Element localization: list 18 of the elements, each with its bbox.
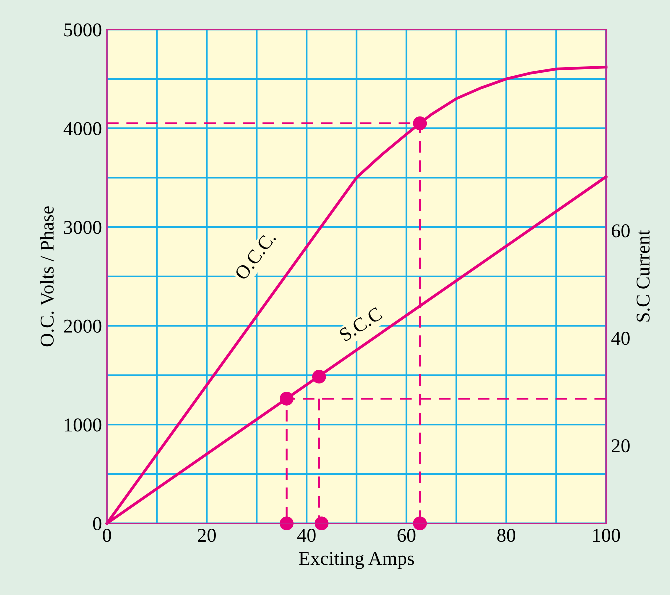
x-tick-label: 60: [398, 529, 416, 542]
x-tick-label: 80: [498, 529, 516, 542]
x-tick-label: 40: [298, 529, 316, 542]
x-axis-title: Exciting Amps: [299, 552, 414, 570]
y-tick-label: 1000: [65, 418, 102, 432]
y-axis-title: O.C. Volts / Phase: [40, 206, 54, 347]
y2-tick-label: 40: [612, 332, 630, 346]
y-tick-label: 2000: [64, 320, 102, 333]
x-tick-label: 100: [593, 529, 620, 542]
y-tick-label: 5000: [64, 24, 102, 37]
x-tick-label: 20: [198, 529, 216, 542]
x-tick-label: 0: [103, 529, 112, 542]
y-tick-label: 3000: [64, 221, 102, 234]
y2-tick-label: 60: [612, 224, 630, 238]
y2-axis-title: S.C Current: [636, 230, 650, 322]
y-tick-label: 0: [93, 517, 102, 531]
y2-tick-label: 20: [612, 439, 630, 453]
y-tick-label: 4000: [64, 122, 102, 136]
